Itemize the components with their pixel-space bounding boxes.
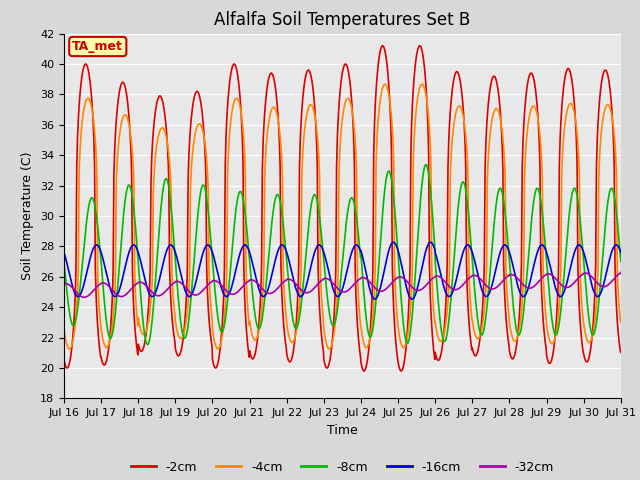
-2cm <box>520 116 528 121</box>
-8cm <box>279 218 287 224</box>
-8cm <box>292 325 300 331</box>
-4cm <box>381 81 388 87</box>
Line: -32cm: -32cm <box>64 273 621 297</box>
-4cm <box>429 287 436 292</box>
-32cm <box>292 282 300 288</box>
-2cm <box>568 79 576 84</box>
-2cm <box>60 357 68 362</box>
-32cm <box>617 270 625 276</box>
-4cm <box>65 346 73 352</box>
-4cm <box>60 326 68 332</box>
-4cm <box>279 221 287 227</box>
-4cm <box>292 328 300 334</box>
-2cm <box>292 324 300 329</box>
Line: -4cm: -4cm <box>64 84 621 349</box>
-32cm <box>520 282 527 288</box>
-8cm <box>429 212 436 217</box>
-2cm <box>617 349 625 355</box>
Title: Alfalfa Soil Temperatures Set B: Alfalfa Soil Temperatures Set B <box>214 11 470 29</box>
-2cm <box>379 43 387 48</box>
Line: -16cm: -16cm <box>64 242 621 299</box>
-8cm <box>184 327 191 333</box>
-2cm <box>360 368 368 374</box>
-8cm <box>520 303 528 309</box>
-2cm <box>278 304 286 310</box>
-2cm <box>429 334 436 340</box>
-16cm <box>429 241 436 247</box>
-32cm <box>80 294 88 300</box>
-8cm <box>143 342 151 348</box>
-16cm <box>617 250 625 255</box>
-8cm <box>568 191 576 197</box>
-8cm <box>60 259 68 264</box>
-16cm <box>390 240 397 245</box>
-2cm <box>183 279 191 285</box>
X-axis label: Time: Time <box>327 424 358 437</box>
-32cm <box>60 281 68 287</box>
-8cm <box>422 162 430 168</box>
-4cm <box>520 221 528 227</box>
-16cm <box>371 296 379 302</box>
-16cm <box>278 242 286 248</box>
-4cm <box>568 102 576 108</box>
-32cm <box>568 282 575 288</box>
-16cm <box>520 293 528 299</box>
-16cm <box>183 292 191 298</box>
Y-axis label: Soil Temperature (C): Soil Temperature (C) <box>22 152 35 280</box>
-16cm <box>60 250 68 255</box>
-32cm <box>184 287 191 292</box>
-8cm <box>617 259 625 264</box>
-4cm <box>184 309 191 314</box>
Line: -8cm: -8cm <box>64 165 621 345</box>
-16cm <box>568 258 576 264</box>
Line: -2cm: -2cm <box>64 46 621 371</box>
-32cm <box>428 276 436 282</box>
-32cm <box>279 280 287 286</box>
-4cm <box>617 319 625 325</box>
Legend: -2cm, -4cm, -8cm, -16cm, -32cm: -2cm, -4cm, -8cm, -16cm, -32cm <box>125 456 559 479</box>
-16cm <box>292 286 300 292</box>
Text: TA_met: TA_met <box>72 40 124 53</box>
